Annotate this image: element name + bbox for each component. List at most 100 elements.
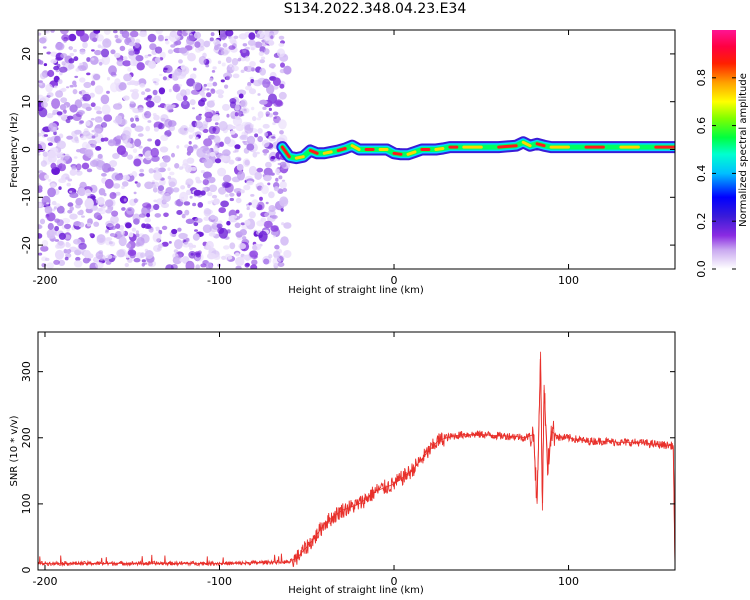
noise-speck <box>89 160 99 167</box>
noise-speck <box>38 233 43 239</box>
noise-speck <box>40 101 48 108</box>
ridge-core <box>322 150 333 155</box>
noise-speck <box>249 250 259 258</box>
figure-title: S134.2022.348.04.23.E34 <box>283 1 467 17</box>
noise-speck <box>179 258 184 262</box>
noise-speck <box>61 61 66 66</box>
noise-speck <box>187 52 196 62</box>
noise-speck <box>208 232 216 237</box>
noise-speck <box>113 30 118 34</box>
x-tick-label: 100 <box>558 575 579 588</box>
noise-speck <box>265 201 269 205</box>
noise-speck <box>200 263 207 268</box>
noise-speck <box>277 262 285 267</box>
noise-speck <box>92 128 102 134</box>
noise-speck <box>249 61 256 67</box>
noise-speck <box>235 256 245 266</box>
colorbar-tick-label: 0.6 <box>695 117 708 135</box>
noise-speck <box>261 56 266 60</box>
noise-speck <box>216 223 223 229</box>
noise-speck <box>182 241 191 248</box>
noise-speck <box>38 202 42 208</box>
noise-speck <box>212 81 218 87</box>
noise-speck <box>83 81 92 89</box>
noise-speck <box>270 35 274 39</box>
noise-speck <box>209 77 213 82</box>
noise-speck <box>200 97 207 103</box>
noise-speck <box>189 99 196 106</box>
noise-speck <box>75 68 80 72</box>
noise-speck <box>38 107 48 118</box>
noise-speck <box>214 122 219 126</box>
snr-y-ticks: 0 100 200 300 <box>20 361 675 574</box>
noise-speck <box>99 207 106 215</box>
noise-speck <box>148 60 157 69</box>
noise-speck <box>229 130 236 135</box>
noise-speck <box>262 149 270 154</box>
noise-speck <box>194 41 201 48</box>
noise-speck <box>105 199 114 208</box>
spectrogram-y-axis-label: Frequency (Hz) <box>9 112 20 188</box>
noise-speck <box>153 114 160 121</box>
noise-speck <box>158 122 165 130</box>
noise-speck <box>144 250 154 259</box>
noise-speck <box>127 208 132 212</box>
noise-speck <box>86 72 91 76</box>
noise-speck <box>176 145 180 149</box>
noise-speck <box>222 42 228 48</box>
ridge-core <box>336 147 347 152</box>
noise-speck <box>154 139 161 147</box>
noise-speck <box>203 216 210 221</box>
noise-speck <box>131 227 137 232</box>
noise-speck <box>38 94 44 100</box>
noise-speck <box>234 144 241 150</box>
noise-speck <box>143 262 147 265</box>
noise-speck <box>226 64 235 74</box>
noise-speck <box>134 42 140 49</box>
noise-speck <box>278 91 287 100</box>
noise-speck <box>38 32 42 36</box>
y-tick-label: 10 <box>20 95 33 109</box>
noise-speck <box>148 168 154 174</box>
noise-speck <box>60 97 68 103</box>
noise-speck <box>267 182 271 186</box>
noise-speck <box>255 151 260 155</box>
noise-speck <box>217 43 221 47</box>
noise-speck <box>58 259 66 266</box>
noise-speck <box>168 177 178 187</box>
noise-speck <box>89 55 99 65</box>
noise-speck <box>234 222 241 229</box>
noise-speck <box>248 32 256 40</box>
noise-speck <box>44 257 50 262</box>
noise-speck <box>225 56 232 63</box>
noise-speck <box>280 236 289 246</box>
noise-speck <box>128 232 134 238</box>
noise-speck <box>272 122 276 126</box>
noise-speck <box>281 179 286 182</box>
noise-speck <box>88 139 98 146</box>
noise-speck <box>232 73 240 79</box>
noise-speck <box>263 80 267 85</box>
noise-speck <box>115 191 121 196</box>
noise-speck <box>126 81 132 86</box>
noise-speck <box>83 250 91 259</box>
noise-speck <box>235 265 242 269</box>
noise-speck <box>254 171 262 180</box>
noise-speck <box>193 31 202 39</box>
noise-speck <box>58 186 62 191</box>
noise-speck <box>213 198 220 205</box>
noise-speck <box>46 212 56 222</box>
noise-speck <box>122 60 132 67</box>
noise-speck <box>240 189 245 194</box>
noise-speck <box>55 70 60 73</box>
noise-speck <box>82 41 88 49</box>
noise-speck <box>86 57 91 62</box>
noise-speck <box>212 66 217 70</box>
noise-speck <box>252 245 258 251</box>
noise-speck <box>153 127 159 132</box>
noise-speck <box>225 30 234 37</box>
colorbar-tick-label: 0.2 <box>695 212 708 230</box>
noise-speck <box>105 220 115 228</box>
noise-speck <box>147 33 157 43</box>
noise-speck <box>173 249 179 253</box>
